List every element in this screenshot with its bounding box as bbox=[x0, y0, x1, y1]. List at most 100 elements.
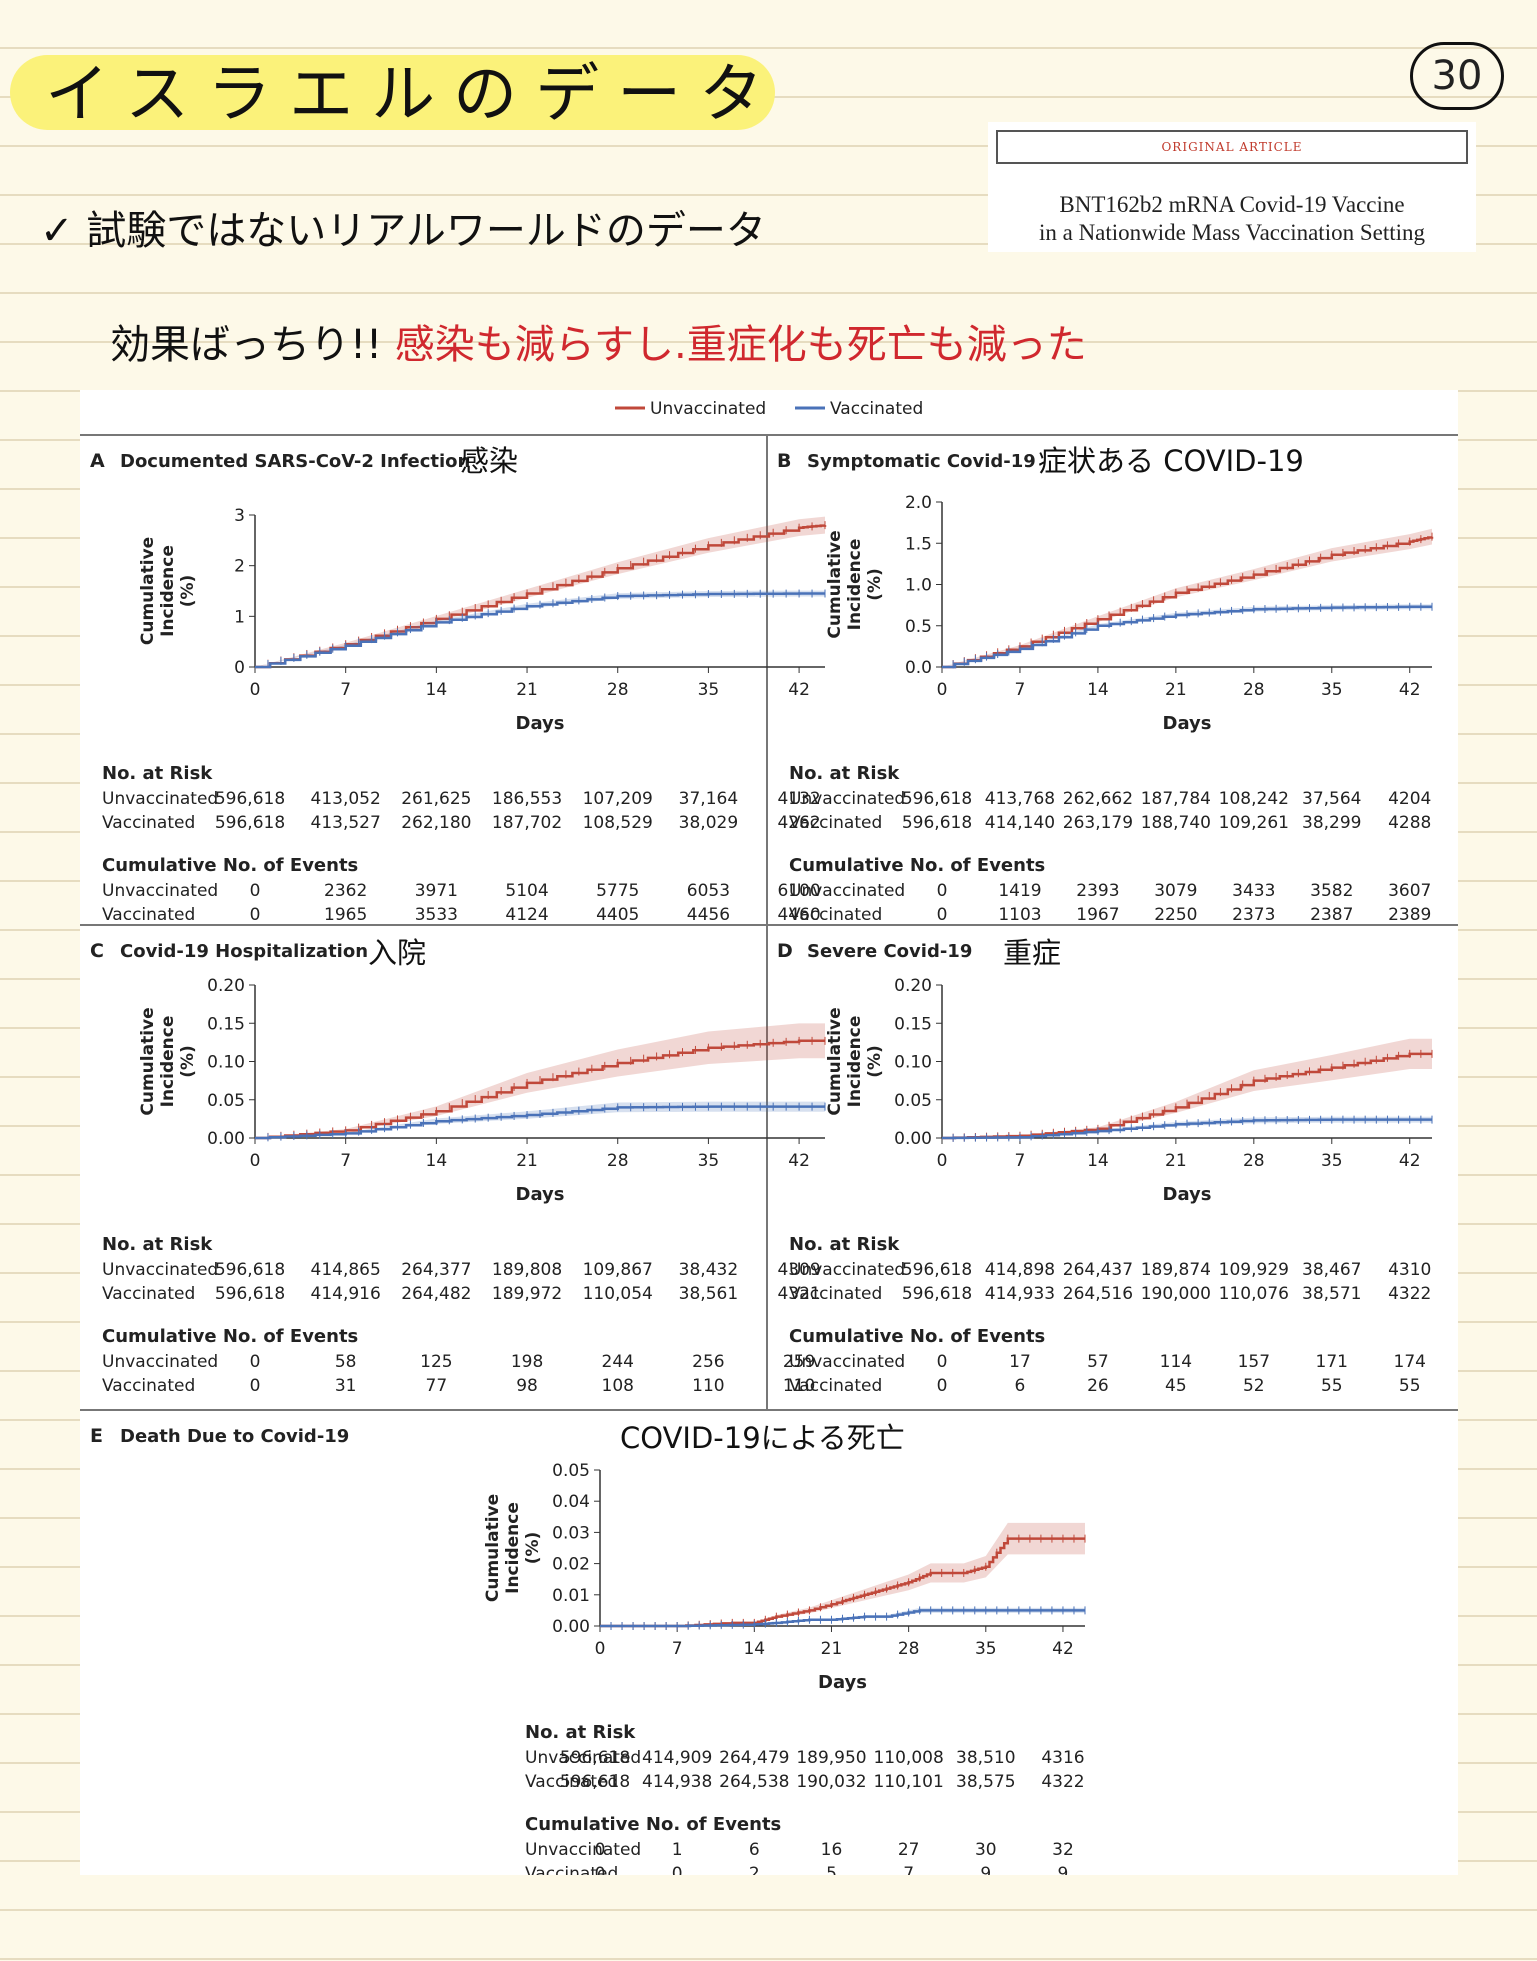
x-axis-label-a: Days bbox=[516, 713, 565, 734]
events-cell-b: 0 bbox=[937, 905, 948, 925]
chart-panel-a: A Documented SARS-CoV-2 Infection 0 1 2 3 0 7 14… bbox=[90, 450, 827, 925]
events-row-label-c: Vaccinated bbox=[102, 1376, 195, 1396]
risk-cell-d: 109,929 bbox=[1219, 1260, 1289, 1280]
events-cell-c: 58 bbox=[335, 1352, 357, 1372]
events-cell-c: 259 bbox=[783, 1352, 815, 1372]
events-cell-d: 171 bbox=[1316, 1352, 1348, 1372]
risk-cell-e: 264,538 bbox=[719, 1772, 789, 1792]
page-number: 30 bbox=[1410, 42, 1504, 110]
risk-cell-a: 413,527 bbox=[311, 813, 381, 833]
risk-cell-e: 190,032 bbox=[796, 1772, 866, 1792]
note-efficacy: 効果ばっちり!! 感染も減らすし.重症化も死亡も減った bbox=[110, 312, 1087, 370]
annotation-a: 感染 bbox=[460, 444, 519, 478]
events-cell-a: 6100 bbox=[777, 881, 820, 901]
events-cell-b: 2393 bbox=[1076, 881, 1119, 901]
risk-cell-d: 110,076 bbox=[1219, 1284, 1289, 1304]
risk-cell-b: 37,564 bbox=[1302, 789, 1361, 809]
chart-panel-b: B Symptomatic Covid-19 0.0 0.5 1.0 1.5 2.0 0 7 14… bbox=[777, 450, 1434, 925]
events-cell-b: 3079 bbox=[1154, 881, 1197, 901]
article-title-line2: in a Nationwide Mass Vaccination Setting bbox=[1038, 220, 1426, 245]
events-cell-e: 5 bbox=[826, 1864, 837, 1875]
y-axis-label-e: CumulativeIncidence(%) bbox=[483, 1494, 543, 1602]
events-row-label-e: Unvaccinated bbox=[525, 1840, 641, 1860]
events-cell-c: 244 bbox=[602, 1352, 634, 1372]
x-tick-label-d: 0 bbox=[937, 1151, 948, 1171]
risk-cell-a: 596,618 bbox=[215, 789, 285, 809]
events-cell-d: 114 bbox=[1160, 1352, 1192, 1372]
panel-letter-b: B bbox=[777, 450, 791, 472]
events-cell-a: 0 bbox=[250, 905, 261, 925]
y-tick-label-e: 0.02 bbox=[552, 1555, 590, 1575]
events-cell-e: 30 bbox=[975, 1840, 997, 1860]
y-tick-label-e: 0.04 bbox=[552, 1492, 590, 1512]
events-cell-a: 6053 bbox=[687, 881, 730, 901]
risk-cell-c: 189,972 bbox=[492, 1284, 562, 1304]
x-tick-label-b: 42 bbox=[1399, 680, 1421, 700]
events-row-label-a: Vaccinated bbox=[102, 905, 195, 925]
events-cell-c: 0 bbox=[250, 1352, 261, 1372]
x-tick-label-b: 35 bbox=[1321, 680, 1343, 700]
x-axis-label-d: Days bbox=[1163, 1184, 1212, 1205]
note-efficacy-red: 感染も減らすし.重症化も死亡も減った bbox=[394, 322, 1087, 368]
x-tick-label-a: 14 bbox=[426, 680, 448, 700]
risk-cell-c: 4309 bbox=[777, 1260, 820, 1280]
risk-cell-e: 596,618 bbox=[560, 1748, 630, 1768]
risk-cell-b: 187,784 bbox=[1141, 789, 1211, 809]
x-tick-label-b: 14 bbox=[1087, 680, 1109, 700]
y-tick-label-b: 0.0 bbox=[905, 658, 932, 678]
x-tick-label-b: 7 bbox=[1015, 680, 1026, 700]
risk-cell-e: 38,575 bbox=[956, 1772, 1015, 1792]
events-cell-a: 2362 bbox=[324, 881, 367, 901]
risk-cell-e: 596,618 bbox=[560, 1772, 630, 1792]
risk-cell-d: 414,933 bbox=[985, 1284, 1055, 1304]
risk-cell-a: 186,553 bbox=[492, 789, 562, 809]
panel-title-d: Severe Covid-19 bbox=[807, 941, 972, 962]
events-cell-a: 0 bbox=[250, 881, 261, 901]
article-header-clipping: ORIGINAL ARTICLE BNT162b2 mRNA Covid-19 … bbox=[988, 122, 1476, 252]
x-tick-label-c: 28 bbox=[607, 1151, 629, 1171]
events-header-c: Cumulative No. of Events bbox=[102, 1326, 358, 1347]
risk-cell-e: 264,479 bbox=[719, 1748, 789, 1768]
series-line-unvaccinated-a bbox=[255, 524, 827, 669]
series-line-unvaccinated-b bbox=[942, 536, 1434, 669]
events-cell-e: 0 bbox=[672, 1864, 683, 1875]
risk-row-label-b: Vaccinated bbox=[789, 813, 882, 833]
article-title-line1: BNT162b2 mRNA Covid-19 Vaccine bbox=[1059, 192, 1405, 217]
events-row-label-c: Unvaccinated bbox=[102, 1352, 218, 1372]
y-tick-label-c: 0.20 bbox=[207, 976, 245, 996]
risk-header-e: No. at Risk bbox=[525, 1722, 636, 1743]
risk-cell-a: 261,625 bbox=[401, 789, 471, 809]
risk-cell-c: 414,916 bbox=[311, 1284, 381, 1304]
events-cell-a: 3971 bbox=[415, 881, 458, 901]
annotation-e: COVID-19による死亡 bbox=[620, 1421, 905, 1455]
x-tick-label-a: 35 bbox=[698, 680, 720, 700]
article-category: ORIGINAL ARTICLE bbox=[996, 130, 1468, 164]
events-cell-a: 1965 bbox=[324, 905, 367, 925]
x-tick-label-b: 0 bbox=[937, 680, 948, 700]
risk-cell-a: 413,052 bbox=[311, 789, 381, 809]
y-tick-label-a: 3 bbox=[234, 506, 245, 526]
events-cell-a: 5775 bbox=[596, 881, 639, 901]
x-tick-label-c: 21 bbox=[516, 1151, 538, 1171]
risk-header-b: No. at Risk bbox=[789, 763, 900, 784]
panel-title-c: Covid-19 Hospitalization bbox=[120, 941, 368, 962]
x-tick-label-e: 7 bbox=[672, 1639, 683, 1659]
events-cell-c: 110 bbox=[783, 1376, 815, 1396]
y-axis-label-a: CumulativeIncidence(%) bbox=[138, 537, 198, 645]
events-row-label-b: Unvaccinated bbox=[789, 881, 905, 901]
x-axis-label-c: Days bbox=[516, 1184, 565, 1205]
x-tick-label-b: 21 bbox=[1165, 680, 1187, 700]
y-tick-label-b: 1.5 bbox=[905, 534, 932, 554]
risk-cell-c: 596,618 bbox=[215, 1260, 285, 1280]
legend-unvaccinated-label: Unvaccinated bbox=[650, 399, 766, 419]
events-cell-d: 6 bbox=[1015, 1376, 1026, 1396]
panel-title-a: Documented SARS-CoV-2 Infection bbox=[120, 451, 470, 472]
risk-cell-d: 190,000 bbox=[1141, 1284, 1211, 1304]
events-cell-d: 26 bbox=[1087, 1376, 1109, 1396]
y-tick-label-d: 0.05 bbox=[894, 1091, 932, 1111]
x-tick-label-a: 21 bbox=[516, 680, 538, 700]
risk-cell-c: 38,432 bbox=[679, 1260, 738, 1280]
risk-cell-c: 264,377 bbox=[401, 1260, 471, 1280]
risk-cell-b: 596,618 bbox=[902, 789, 972, 809]
risk-cell-a: 187,702 bbox=[492, 813, 562, 833]
